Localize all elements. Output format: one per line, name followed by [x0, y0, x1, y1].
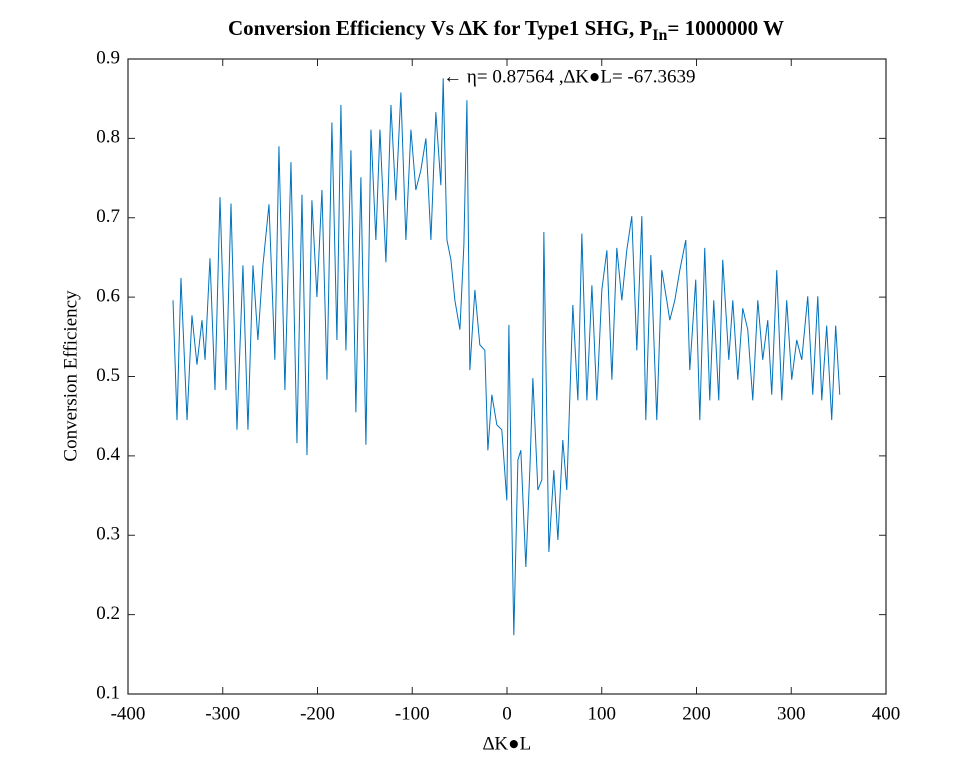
y-tick-label: 0.3	[96, 524, 120, 545]
x-tick-label: 200	[682, 703, 711, 724]
chart-title: Conversion Efficiency Vs ∆K for Type1 SH…	[228, 16, 784, 44]
y-tick-label: 0.8	[96, 127, 120, 148]
x-tick-label: -400	[111, 703, 146, 724]
x-tick-label: 300	[777, 703, 806, 724]
x-tick-label: -200	[300, 703, 335, 724]
y-tick-label: 0.5	[96, 365, 120, 386]
x-axis-label: ∆K●L	[483, 733, 531, 754]
y-axis-label: Conversion Efficiency	[60, 290, 81, 462]
plot-area	[128, 59, 886, 694]
x-tick-label: -300	[205, 703, 240, 724]
x-tick-label: 0	[502, 703, 512, 724]
axes-box	[127, 58, 887, 695]
y-tick-label: 0.6	[96, 285, 120, 306]
y-tick-label: 0.4	[96, 444, 120, 465]
data-line	[172, 78, 841, 636]
annotation: ← η= 0.87564 ,∆K●L= -67.3639	[443, 67, 695, 88]
x-tick-label: 400	[872, 703, 901, 724]
y-tick-label: 0.1	[96, 682, 120, 703]
x-tick-label: 100	[588, 703, 617, 724]
y-tick-label: 0.2	[96, 603, 120, 624]
x-tick-label: -100	[395, 703, 430, 724]
y-tick-label: 0.7	[96, 206, 120, 227]
y-tick-label: 0.9	[96, 47, 120, 68]
